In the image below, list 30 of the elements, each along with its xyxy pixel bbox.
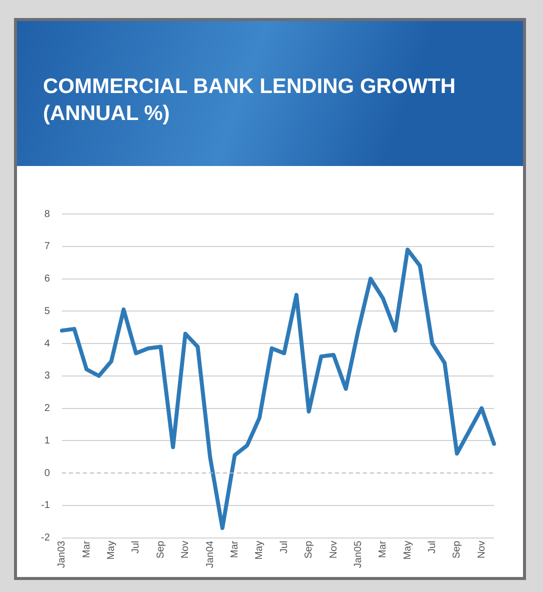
x-tick-label: Jul [278,540,290,554]
x-tick-label: May [106,540,118,560]
y-tick-label: 0 [44,468,50,479]
x-tick-label: Mar [378,540,389,558]
x-tick-label: Jan04 [204,540,216,568]
x-tick-label: May [254,540,266,560]
y-tick-label: 7 [44,241,50,252]
y-tick-label: 3 [44,370,50,382]
y-tick-label: -2 [40,532,50,544]
x-tick-label: Sep [304,540,315,559]
y-tick-label: 5 [44,306,50,317]
x-tick-label: Jul [427,540,438,554]
x-tick-label: Nov [328,540,340,559]
y-tick-label: -1 [40,500,50,512]
y-tick-label: 1 [44,435,50,446]
x-tick-label: Jul [130,540,142,554]
y-tick-label: 8 [44,208,50,220]
x-tick-label: Mar [81,540,92,558]
y-tick-label: 2 [44,403,50,414]
x-tick-label: Nov [180,540,192,559]
x-tick-label: Nov [476,540,488,559]
x-tick-label: May [402,540,414,560]
x-tick-label: Jan05 [352,540,364,568]
x-tick-label: Sep [452,540,463,559]
chart-title: COMMERCIAL BANK LENDING GROWTH (ANNUAL %) [17,21,523,166]
y-tick-label: 6 [44,274,50,284]
x-tick-label: Mar [229,540,240,558]
y-tick-label: 4 [44,338,50,350]
x-tick-label: Jan03 [56,540,68,568]
x-tick-label: Sep [155,540,166,559]
